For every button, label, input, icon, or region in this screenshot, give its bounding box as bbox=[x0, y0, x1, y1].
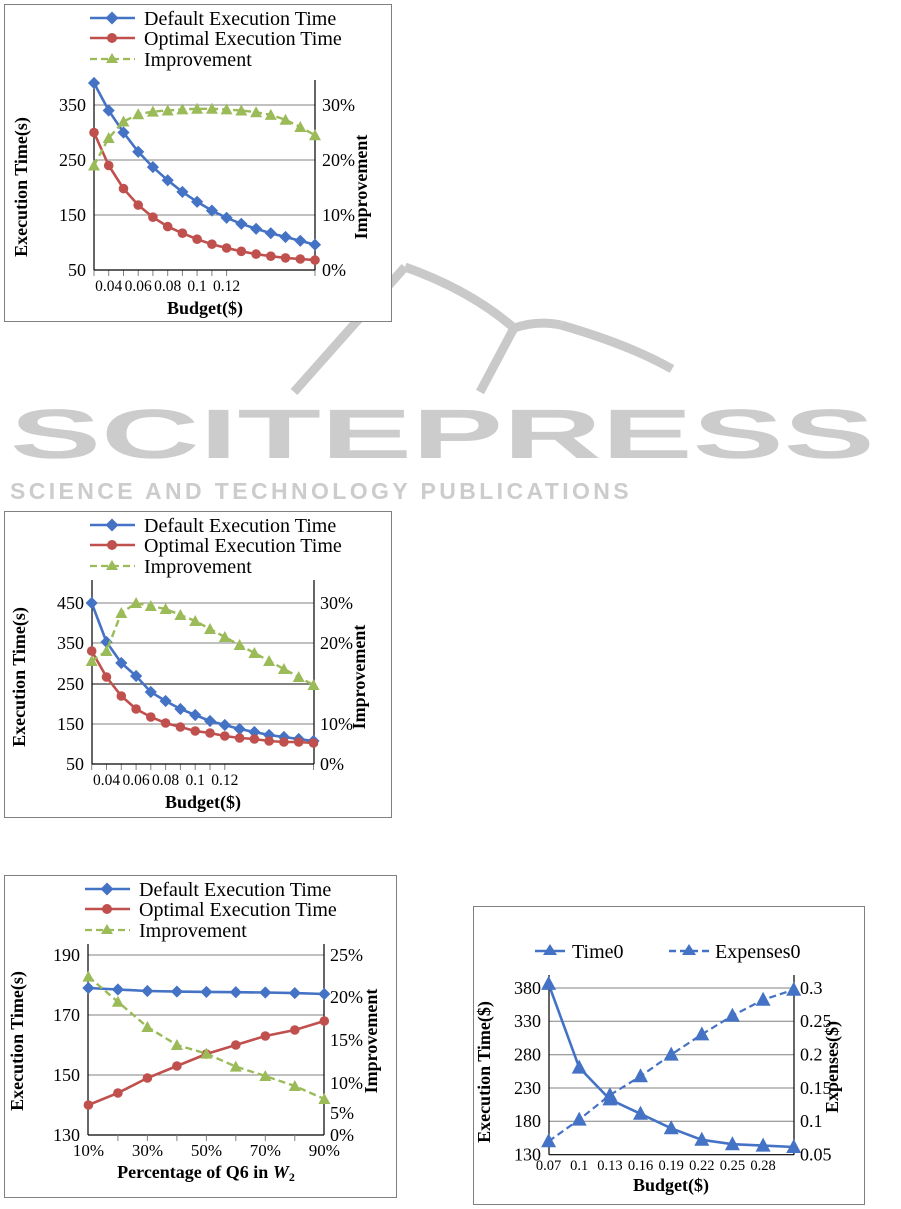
svg-text:350: 350 bbox=[57, 633, 84, 653]
svg-text:0.1: 0.1 bbox=[570, 1158, 588, 1174]
svg-text:Improvement: Improvement bbox=[144, 49, 252, 71]
svg-text:0.05: 0.05 bbox=[800, 1145, 832, 1165]
svg-text:Expenses0: Expenses0 bbox=[715, 941, 801, 963]
svg-text:Improvement: Improvement bbox=[351, 135, 371, 240]
svg-text:0.19: 0.19 bbox=[659, 1158, 684, 1174]
svg-text:380: 380 bbox=[514, 978, 541, 998]
svg-text:150: 150 bbox=[57, 714, 84, 734]
svg-text:170: 170 bbox=[53, 1005, 80, 1025]
svg-text:0.06: 0.06 bbox=[123, 772, 150, 789]
svg-text:0.08: 0.08 bbox=[154, 278, 181, 295]
svg-text:Optimal Execution Time: Optimal Execution Time bbox=[144, 28, 342, 50]
svg-text:Budget($): Budget($) bbox=[633, 1175, 709, 1196]
svg-text:Optimal Execution Time: Optimal Execution Time bbox=[139, 899, 337, 921]
svg-text:0%: 0% bbox=[322, 260, 346, 280]
svg-text:0.1: 0.1 bbox=[800, 1111, 823, 1131]
svg-text:0.3: 0.3 bbox=[800, 978, 823, 998]
svg-text:Time0: Time0 bbox=[572, 941, 624, 963]
svg-text:Improvement: Improvement bbox=[139, 920, 247, 942]
svg-text:0.12: 0.12 bbox=[213, 278, 240, 295]
svg-text:0.04: 0.04 bbox=[93, 772, 120, 789]
svg-text:50: 50 bbox=[68, 260, 86, 280]
svg-text:Budget($): Budget($) bbox=[167, 298, 243, 319]
svg-text:0.08: 0.08 bbox=[152, 772, 179, 789]
svg-text:Improvement: Improvement bbox=[349, 625, 369, 730]
svg-text:10%: 10% bbox=[330, 1073, 363, 1093]
svg-text:30%: 30% bbox=[320, 593, 353, 613]
svg-text:70%: 70% bbox=[250, 1141, 281, 1160]
svg-text:10%: 10% bbox=[73, 1141, 104, 1160]
svg-text:90%: 90% bbox=[309, 1141, 340, 1160]
svg-text:Improvement: Improvement bbox=[361, 989, 381, 1094]
svg-text:0.13: 0.13 bbox=[597, 1158, 622, 1174]
svg-text:30%: 30% bbox=[322, 95, 355, 115]
svg-text:280: 280 bbox=[514, 1045, 541, 1065]
svg-text:450: 450 bbox=[57, 593, 84, 613]
svg-text:0.1: 0.1 bbox=[186, 772, 205, 789]
svg-text:0.25: 0.25 bbox=[720, 1158, 745, 1174]
svg-text:0.06: 0.06 bbox=[125, 278, 152, 295]
svg-text:0.16: 0.16 bbox=[628, 1158, 653, 1174]
svg-text:230: 230 bbox=[514, 1078, 541, 1098]
svg-text:0.07: 0.07 bbox=[536, 1158, 561, 1174]
svg-text:Execution Time(s): Execution Time(s) bbox=[7, 971, 28, 1111]
svg-text:150: 150 bbox=[59, 205, 86, 225]
svg-text:0.28: 0.28 bbox=[750, 1158, 775, 1174]
svg-text:Default Execution Time: Default Execution Time bbox=[139, 879, 331, 901]
svg-text:150: 150 bbox=[53, 1065, 80, 1085]
svg-text:190: 190 bbox=[53, 945, 80, 965]
svg-text:250: 250 bbox=[59, 150, 86, 170]
svg-text:Execution Time(s): Execution Time(s) bbox=[11, 117, 32, 257]
svg-text:Optimal Execution Time: Optimal Execution Time bbox=[144, 535, 342, 557]
svg-text:350: 350 bbox=[59, 95, 86, 115]
svg-text:250: 250 bbox=[57, 674, 84, 694]
svg-text:0%: 0% bbox=[320, 754, 344, 774]
svg-text:15%: 15% bbox=[330, 1030, 363, 1050]
svg-text:Execution Time(s): Execution Time(s) bbox=[9, 607, 30, 747]
svg-text:5%: 5% bbox=[330, 1103, 354, 1123]
svg-text:0.12: 0.12 bbox=[211, 772, 238, 789]
svg-text:180: 180 bbox=[514, 1111, 541, 1131]
svg-text:Improvement: Improvement bbox=[144, 556, 252, 578]
svg-text:50%: 50% bbox=[191, 1141, 222, 1160]
svg-text:Percentage of Q6 in W2: Percentage of Q6 in W2 bbox=[117, 1162, 295, 1184]
svg-text:Default Execution Time: Default Execution Time bbox=[144, 515, 336, 537]
svg-text:330: 330 bbox=[514, 1011, 541, 1031]
svg-text:0.2: 0.2 bbox=[800, 1045, 823, 1065]
svg-text:0.04: 0.04 bbox=[95, 278, 122, 295]
svg-text:50: 50 bbox=[66, 754, 84, 774]
svg-text:Execution Time($): Execution Time($) bbox=[474, 1001, 495, 1143]
svg-text:Default Execution Time: Default Execution Time bbox=[144, 8, 336, 30]
svg-text:25%: 25% bbox=[330, 945, 363, 965]
svg-text:20%: 20% bbox=[330, 987, 363, 1007]
svg-text:30%: 30% bbox=[132, 1141, 163, 1160]
svg-text:Expenses($): Expenses($) bbox=[822, 1021, 843, 1113]
svg-text:0.1: 0.1 bbox=[187, 278, 206, 295]
svg-text:Budget($): Budget($) bbox=[165, 792, 241, 813]
svg-text:0.22: 0.22 bbox=[689, 1158, 714, 1174]
